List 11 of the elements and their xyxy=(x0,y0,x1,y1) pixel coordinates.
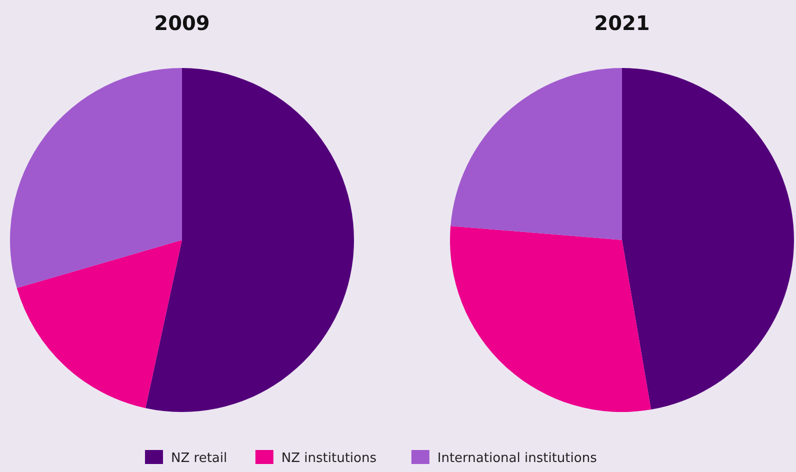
chart-title: 2021 xyxy=(594,11,650,35)
pie-slice xyxy=(450,226,652,412)
pie-slice xyxy=(16,240,182,408)
pie-slice xyxy=(450,68,622,240)
pie-slice xyxy=(10,68,182,288)
chart-title: 2009 xyxy=(154,11,210,35)
legend-label: NZ retail xyxy=(171,451,228,466)
legend-label: International institutions xyxy=(437,451,598,466)
pie-slice xyxy=(622,68,794,410)
pie-slice xyxy=(146,68,354,412)
legend-label: NZ institutions xyxy=(281,451,377,466)
